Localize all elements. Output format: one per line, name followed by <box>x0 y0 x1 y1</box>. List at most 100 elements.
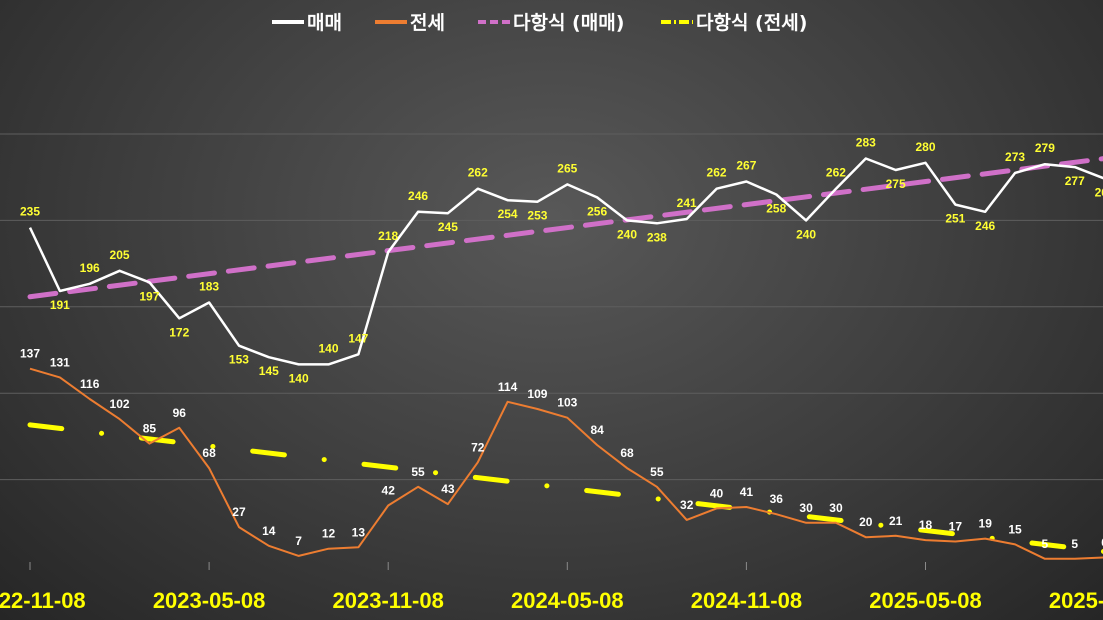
data-label: 251 <box>945 212 965 226</box>
data-label: 262 <box>468 166 488 180</box>
data-label: 277 <box>1065 174 1085 188</box>
data-label: 140 <box>289 371 309 385</box>
data-label: 273 <box>1005 150 1025 164</box>
data-label: 275 <box>886 177 906 191</box>
data-label: 269 <box>1095 186 1103 200</box>
data-label: 254 <box>498 207 518 221</box>
data-label: 246 <box>408 189 428 203</box>
x-tick-label: 2022-11-08 <box>0 588 86 613</box>
data-label: 262 <box>826 166 846 180</box>
data-label: 256 <box>587 204 607 218</box>
data-label: 238 <box>647 230 667 244</box>
gridlines <box>0 133 1103 481</box>
data-label: 68 <box>620 446 634 460</box>
data-label: 42 <box>382 484 396 498</box>
data-label: 20 <box>859 515 873 529</box>
legend-item: 매매 <box>272 12 342 34</box>
data-label: 6 <box>1101 535 1103 549</box>
data-label: 258 <box>766 201 786 215</box>
data-label: 55 <box>411 465 425 479</box>
x-axis-ticks: 2022-11-08 2023-05-08 2023-11-08 2024-05-08… <box>0 562 1103 613</box>
data-label: 140 <box>318 341 338 355</box>
data-label: 84 <box>590 423 604 437</box>
data-label: 240 <box>796 227 816 241</box>
x-tick-label: 2023-05-08 <box>153 588 266 613</box>
data-label: 103 <box>557 396 577 410</box>
legend-item: 다항식 (전세) <box>661 12 807 34</box>
data-label: 267 <box>736 159 756 173</box>
data-label: 246 <box>975 219 995 233</box>
data-label: 262 <box>707 166 727 180</box>
data-label: 55 <box>650 465 664 479</box>
data-label: 102 <box>110 397 130 411</box>
data-label: 5 <box>1042 537 1049 551</box>
x-tick-label: 2024-11-08 <box>691 588 802 613</box>
legend-item: 전세 <box>375 12 445 34</box>
data-label: 240 <box>617 227 637 241</box>
data-label: 253 <box>527 209 547 223</box>
x-tick-label: 2024-05-08 <box>511 588 624 613</box>
data-label: 145 <box>259 364 279 378</box>
series-line-sale <box>28 157 1103 366</box>
data-label: 191 <box>50 298 70 312</box>
data-label: 32 <box>680 498 694 512</box>
data-label: 19 <box>979 517 993 531</box>
data-label: 68 <box>202 446 216 460</box>
legend-label: 매매 <box>307 12 342 34</box>
data-label: 72 <box>471 440 485 454</box>
data-label: 245 <box>438 220 458 234</box>
x-tick-label: 2023-11-08 <box>333 588 444 613</box>
x-tick-label: 2025-11-08 <box>1049 588 1103 613</box>
legend-label: 전세 <box>410 12 445 34</box>
x-tick-label: 2025-05-08 <box>869 588 982 613</box>
legend-item: 다항식 (매매) <box>478 12 624 34</box>
data-label: 40 <box>710 486 724 500</box>
legend: 매매 전세 다항식 (매매) 다항식 (전세) <box>272 12 807 34</box>
data-label: 12 <box>322 527 336 541</box>
data-label: 96 <box>173 406 187 420</box>
series-lines <box>28 157 1103 560</box>
data-label: 13 <box>352 525 366 539</box>
data-label: 17 <box>949 520 963 534</box>
data-label: 241 <box>677 196 697 210</box>
data-label: 43 <box>441 482 455 496</box>
series-line-jeonse <box>29 367 1103 560</box>
data-label: 5 <box>1071 537 1078 551</box>
data-label: 183 <box>199 279 219 293</box>
trendline-jeonse <box>27 422 1103 554</box>
data-label: 172 <box>169 325 189 339</box>
data-label: 205 <box>110 248 130 262</box>
data-labels: 2351911962051971721831531451401401472182… <box>20 135 1103 550</box>
data-label: 21 <box>889 514 903 528</box>
data-label: 116 <box>80 377 100 391</box>
data-label: 18 <box>919 518 933 532</box>
data-label: 14 <box>262 524 276 538</box>
data-label: 279 <box>1035 141 1055 155</box>
data-label: 265 <box>557 161 577 175</box>
data-label: 114 <box>498 380 518 394</box>
data-label: 15 <box>1008 522 1022 536</box>
data-label: 218 <box>378 229 398 243</box>
data-label: 153 <box>229 353 249 367</box>
data-label: 27 <box>232 505 246 519</box>
data-label: 147 <box>348 331 368 345</box>
data-label: 7 <box>295 534 302 548</box>
data-label: 30 <box>799 501 813 515</box>
data-label: 30 <box>829 501 843 515</box>
data-label: 196 <box>80 261 100 275</box>
data-label: 137 <box>20 347 40 361</box>
trendlines <box>27 156 1103 554</box>
data-label: 109 <box>527 387 547 401</box>
data-label: 235 <box>20 205 40 219</box>
legend-label: 다항식 (매매) <box>513 12 624 34</box>
data-label: 283 <box>856 135 876 149</box>
data-label: 131 <box>50 355 70 369</box>
data-label: 41 <box>740 485 754 499</box>
data-label: 197 <box>139 289 159 303</box>
trendline-sale <box>27 156 1103 300</box>
data-label: 280 <box>915 140 935 154</box>
legend-label: 다항식 (전세) <box>696 12 807 34</box>
data-label: 36 <box>770 492 784 506</box>
data-label: 85 <box>143 422 157 436</box>
